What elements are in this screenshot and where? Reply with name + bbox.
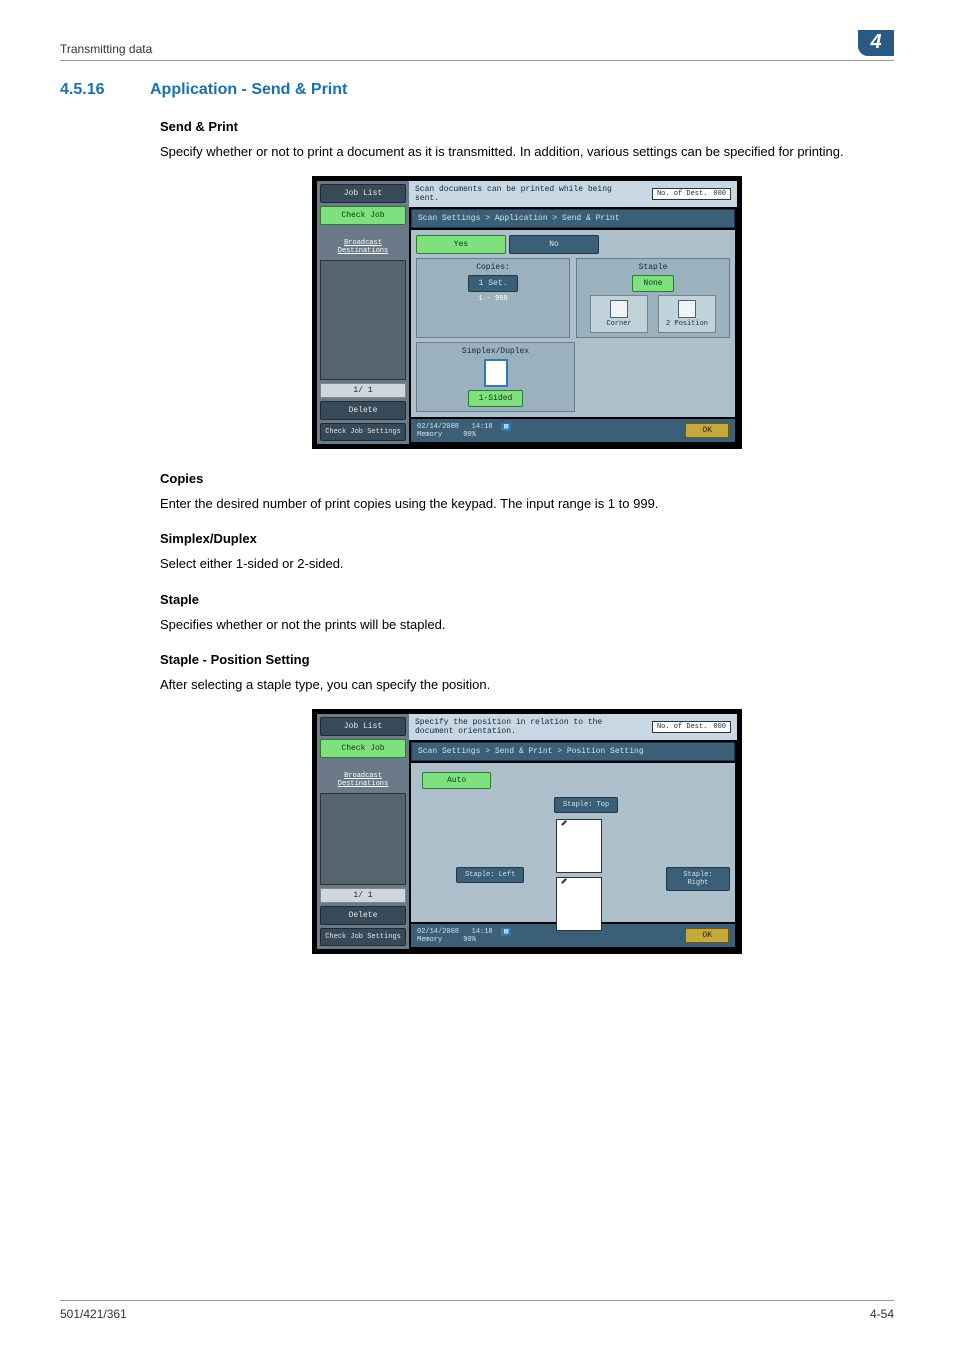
dest-label: No. of Dest. <box>657 723 707 731</box>
copies-group: Copies: 1 Set. 1 - 999 <box>416 258 570 338</box>
copies-heading: Copies <box>160 471 894 486</box>
staple-top-button[interactable]: Staple: Top <box>554 797 618 813</box>
job-list-button[interactable]: Job List <box>320 717 406 736</box>
broadcast-label: Broadcast Destinations <box>320 237 406 257</box>
simplex-title: Simplex/Duplex <box>421 347 570 356</box>
staple-text: Specifies whether or not the prints will… <box>160 615 894 635</box>
document-icon <box>484 359 508 387</box>
broadcast-list <box>320 260 406 380</box>
section-heading: 4.5.16 Application - Send & Print <box>60 81 894 99</box>
check-job-settings-button[interactable]: Check Job Settings <box>320 928 406 946</box>
check-job-button[interactable]: Check Job <box>320 206 406 225</box>
dest-count-box: No. of Dest. 000 <box>652 721 731 733</box>
dest-count: 000 <box>713 190 726 198</box>
dest-count-box: No. of Dest. 000 <box>652 188 731 200</box>
main-panel: Scan documents can be printed while bein… <box>409 181 737 444</box>
corner-icon <box>610 300 628 318</box>
staple-pos-text: After selecting a staple type, you can s… <box>160 675 894 695</box>
footer-left: 501/421/361 <box>60 1307 127 1321</box>
breadcrumb: Scan Settings > Send & Print > Position … <box>411 742 735 761</box>
status-bar: 02/14/2008 14:18 ▧ Memory 90% OK <box>411 419 735 442</box>
breadcrumb: Scan Settings > Application > Send & Pri… <box>411 209 735 228</box>
dest-count: 000 <box>713 723 726 731</box>
chapter-badge: 4 <box>858 30 894 56</box>
delete-button[interactable]: Delete <box>320 906 406 925</box>
position-diagram: Staple: Top Staple: Left Staple: Right <box>416 797 730 917</box>
send-print-text: Specify whether or not to print a docume… <box>160 142 894 162</box>
screenshot-position-setting: Job List Check Job Broadcast Destination… <box>160 709 894 954</box>
yes-button[interactable]: Yes <box>416 235 506 254</box>
footer-right: 4-54 <box>870 1307 894 1321</box>
staple-heading: Staple <box>160 592 894 607</box>
page-indicator: 1/ 1 <box>320 888 406 903</box>
copies-text: Enter the desired number of print copies… <box>160 494 894 514</box>
help-text: Scan documents can be printed while bein… <box>415 185 615 203</box>
copies-value: 1 Set. <box>468 275 519 292</box>
screenshot-send-print: Job List Check Job Broadcast Destination… <box>160 176 894 449</box>
copies-range: 1 - 999 <box>478 295 507 303</box>
one-sided-button[interactable]: 1-Sided <box>468 390 524 407</box>
help-text: Specify the position in relation to the … <box>415 718 615 736</box>
status-icon: ▧ <box>501 928 511 936</box>
two-position-icon <box>678 300 696 318</box>
status-icon: ▧ <box>501 423 511 431</box>
section-number: 4.5.16 <box>60 81 120 99</box>
doc-preview-bottom <box>556 877 602 931</box>
sidebar: Job List Check Job Broadcast Destination… <box>317 714 409 949</box>
staple-pos-heading: Staple - Position Setting <box>160 652 894 667</box>
status-time: 14:18 <box>472 423 493 431</box>
ok-button[interactable]: OK <box>685 928 729 943</box>
copies-title: Copies: <box>421 263 565 272</box>
main-panel: Specify the position in relation to the … <box>409 714 737 949</box>
staple-right-button[interactable]: Staple: Right <box>666 867 730 891</box>
dest-label: No. of Dest. <box>657 190 707 198</box>
staple-2pos-label: 2 Position <box>666 320 708 328</box>
staple-group: Staple None Corner 2 Positio <box>576 258 730 338</box>
page-indicator: 1/ 1 <box>320 383 406 398</box>
sidebar: Job List Check Job Broadcast Destination… <box>317 181 409 444</box>
status-mem-value: 90% <box>463 431 476 439</box>
status-time: 14:18 <box>472 928 493 936</box>
page-footer: 501/421/361 4-54 <box>60 1300 894 1321</box>
page-header: Transmitting data 4 <box>60 30 894 61</box>
check-job-settings-button[interactable]: Check Job Settings <box>320 423 406 441</box>
status-mem-label: Memory <box>417 936 442 944</box>
status-mem-value: 90% <box>463 936 476 944</box>
broadcast-list <box>320 793 406 885</box>
staple-corner-tile[interactable]: Corner <box>590 295 648 333</box>
simplex-group: Simplex/Duplex 1-Sided <box>416 342 575 412</box>
staple-2pos-tile[interactable]: 2 Position <box>658 295 716 333</box>
send-print-heading: Send & Print <box>160 119 894 134</box>
staple-title: Staple <box>581 263 725 272</box>
status-date: 02/14/2008 <box>417 928 459 936</box>
running-title: Transmitting data <box>60 42 152 56</box>
section-title: Application - Send & Print <box>150 81 347 99</box>
staple-left-button[interactable]: Staple: Left <box>456 867 524 883</box>
simplex-heading: Simplex/Duplex <box>160 531 894 546</box>
check-job-button[interactable]: Check Job <box>320 739 406 758</box>
no-button[interactable]: No <box>509 235 599 254</box>
broadcast-label: Broadcast Destinations <box>320 770 406 790</box>
doc-preview-top <box>556 819 602 873</box>
staple-corner-label: Corner <box>606 320 631 328</box>
ok-button[interactable]: OK <box>685 423 729 438</box>
status-date: 02/14/2008 <box>417 423 459 431</box>
delete-button[interactable]: Delete <box>320 401 406 420</box>
staple-none-button[interactable]: None <box>632 275 673 292</box>
auto-button[interactable]: Auto <box>422 772 491 789</box>
status-mem-label: Memory <box>417 431 442 439</box>
simplex-text: Select either 1-sided or 2-sided. <box>160 554 894 574</box>
job-list-button[interactable]: Job List <box>320 184 406 203</box>
